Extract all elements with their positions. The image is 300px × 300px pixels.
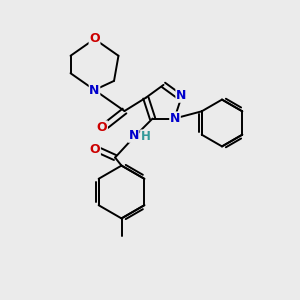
Text: N: N <box>176 89 186 102</box>
Text: O: O <box>97 121 107 134</box>
Text: O: O <box>90 142 100 156</box>
Text: O: O <box>89 32 100 46</box>
Text: H: H <box>141 130 151 143</box>
Text: N: N <box>128 129 139 142</box>
Text: N: N <box>89 83 100 97</box>
Text: N: N <box>170 112 180 125</box>
